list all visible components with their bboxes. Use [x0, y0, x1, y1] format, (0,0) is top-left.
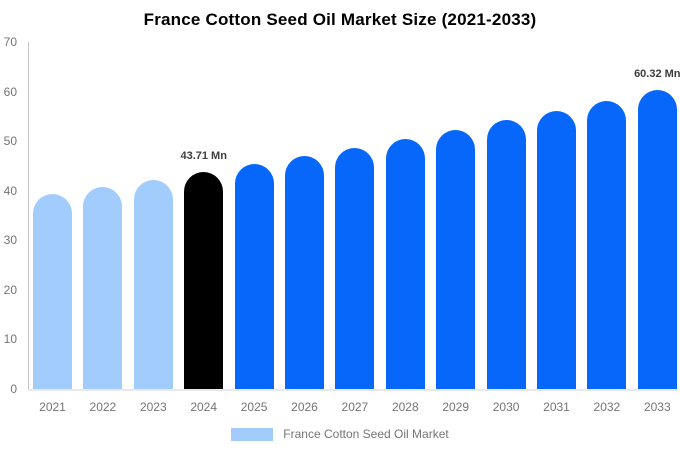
bar-2031	[537, 110, 576, 389]
bar-value-label: 43.71 Mn	[180, 150, 227, 163]
bar-2028	[385, 139, 425, 389]
y-tick-label: 20	[3, 282, 17, 297]
chart-title: France Cotton Seed Oil Market Size (2021…	[143, 10, 537, 29]
bar-2029	[436, 129, 476, 389]
legend-label: France Cotton Seed Oil Market	[283, 427, 449, 441]
x-tick-label: 2032	[593, 400, 621, 414]
x-tick-label: 2030	[492, 400, 520, 414]
bar-2023	[133, 179, 173, 389]
y-tick-label: 70	[3, 35, 17, 49]
x-axis-line	[28, 389, 678, 391]
x-tick-label: 2027	[341, 400, 369, 414]
legend: France Cotton Seed Oil Market	[0, 426, 680, 442]
x-tick-label: 2031	[543, 400, 570, 414]
y-tick-label: 30	[3, 233, 17, 248]
y-axis-line	[28, 42, 29, 390]
x-tick-label: 2029	[442, 400, 470, 414]
y-tick-label: 40	[3, 183, 17, 198]
bar-2033	[637, 89, 677, 389]
bar-2021	[33, 194, 72, 389]
bar-2024	[184, 172, 224, 389]
bar-2025	[234, 164, 274, 389]
bar-value-label: 60.32 Mn	[634, 67, 680, 80]
x-tick-label: 2028	[391, 400, 419, 414]
bar-2032	[587, 100, 627, 389]
bar-2026	[285, 156, 324, 389]
x-tick-label: 2024	[190, 400, 218, 414]
y-tick-label: 60	[3, 84, 17, 99]
x-tick-label: 2025	[240, 400, 268, 414]
bar-2027	[335, 147, 375, 389]
x-tick-label: 2026	[291, 400, 318, 414]
y-tick-label: 0	[10, 382, 17, 396]
legend-swatch	[231, 427, 274, 441]
y-tick-label: 10	[3, 332, 17, 347]
bar-2030	[486, 120, 526, 389]
bar-2022	[83, 187, 123, 389]
x-tick-label: 2033	[643, 400, 671, 414]
y-tick-label: 50	[3, 134, 17, 149]
x-tick-label: 2022	[89, 400, 117, 414]
x-tick-label: 2021	[39, 400, 66, 414]
x-tick-label: 2023	[139, 400, 167, 414]
